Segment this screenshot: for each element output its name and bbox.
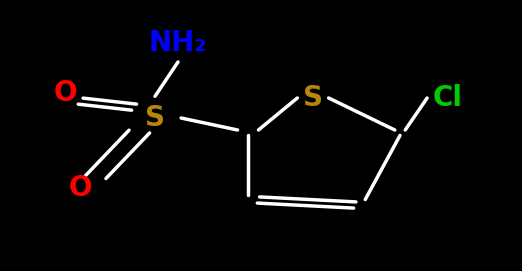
Text: O: O	[68, 174, 92, 202]
Text: NH₂: NH₂	[149, 29, 207, 57]
Text: O: O	[53, 79, 77, 107]
Text: S: S	[145, 104, 165, 132]
Text: S: S	[303, 84, 323, 112]
Text: Cl: Cl	[433, 84, 463, 112]
